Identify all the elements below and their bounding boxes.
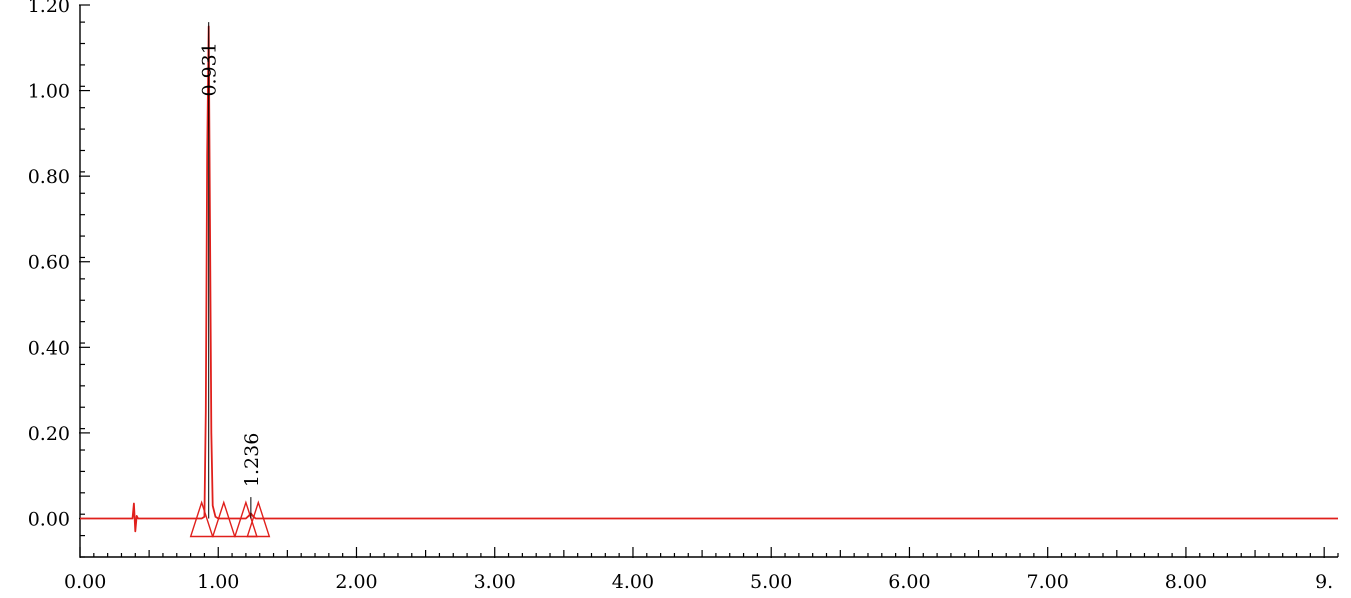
y-tick-label: 0.80 xyxy=(28,166,70,188)
x-tick-label: 6.00 xyxy=(888,571,930,593)
x-tick-label: 0.00 xyxy=(64,571,106,593)
y-tick-label: 1.20 xyxy=(28,0,70,17)
series-layer xyxy=(80,25,1338,533)
peak-rt-label: 0.931 xyxy=(199,42,221,96)
x-tick-label: 3.00 xyxy=(474,571,516,593)
peak-labels: 0.931 1.236 xyxy=(199,22,263,519)
y-tick-label: 0.60 xyxy=(28,252,70,274)
y-axis: 0.00 0.20 0.40 0.60 0.80 1.00 1.20 xyxy=(28,0,90,558)
y-tick-label: 0.00 xyxy=(28,508,70,530)
x-tick-label: 5.00 xyxy=(750,571,792,593)
integration-marker xyxy=(189,500,214,538)
integration-markers xyxy=(189,500,271,538)
y-tick-label: 1.00 xyxy=(28,81,70,103)
x-tick-label: 4.00 xyxy=(612,571,654,593)
integration-marker xyxy=(233,500,258,538)
x-tick-label: 8.00 xyxy=(1165,571,1207,593)
peak-rt-label: 1.236 xyxy=(241,433,263,487)
x-tick-label: 1.00 xyxy=(197,571,239,593)
integration-marker xyxy=(211,500,236,538)
integration-marker xyxy=(246,500,271,538)
x-tick-label: 7.00 xyxy=(1027,571,1069,593)
y-tick-label: 0.20 xyxy=(28,423,70,445)
x-tick-label: 2.00 xyxy=(335,571,377,593)
series-line xyxy=(80,25,1338,533)
x-tick-label: 9. xyxy=(1315,571,1333,593)
y-tick-label: 0.40 xyxy=(28,337,70,359)
x-axis: 0.00 1.00 2.00 3.00 4.00 5.00 6.00 7.00 8.00 9. xyxy=(64,547,1339,593)
